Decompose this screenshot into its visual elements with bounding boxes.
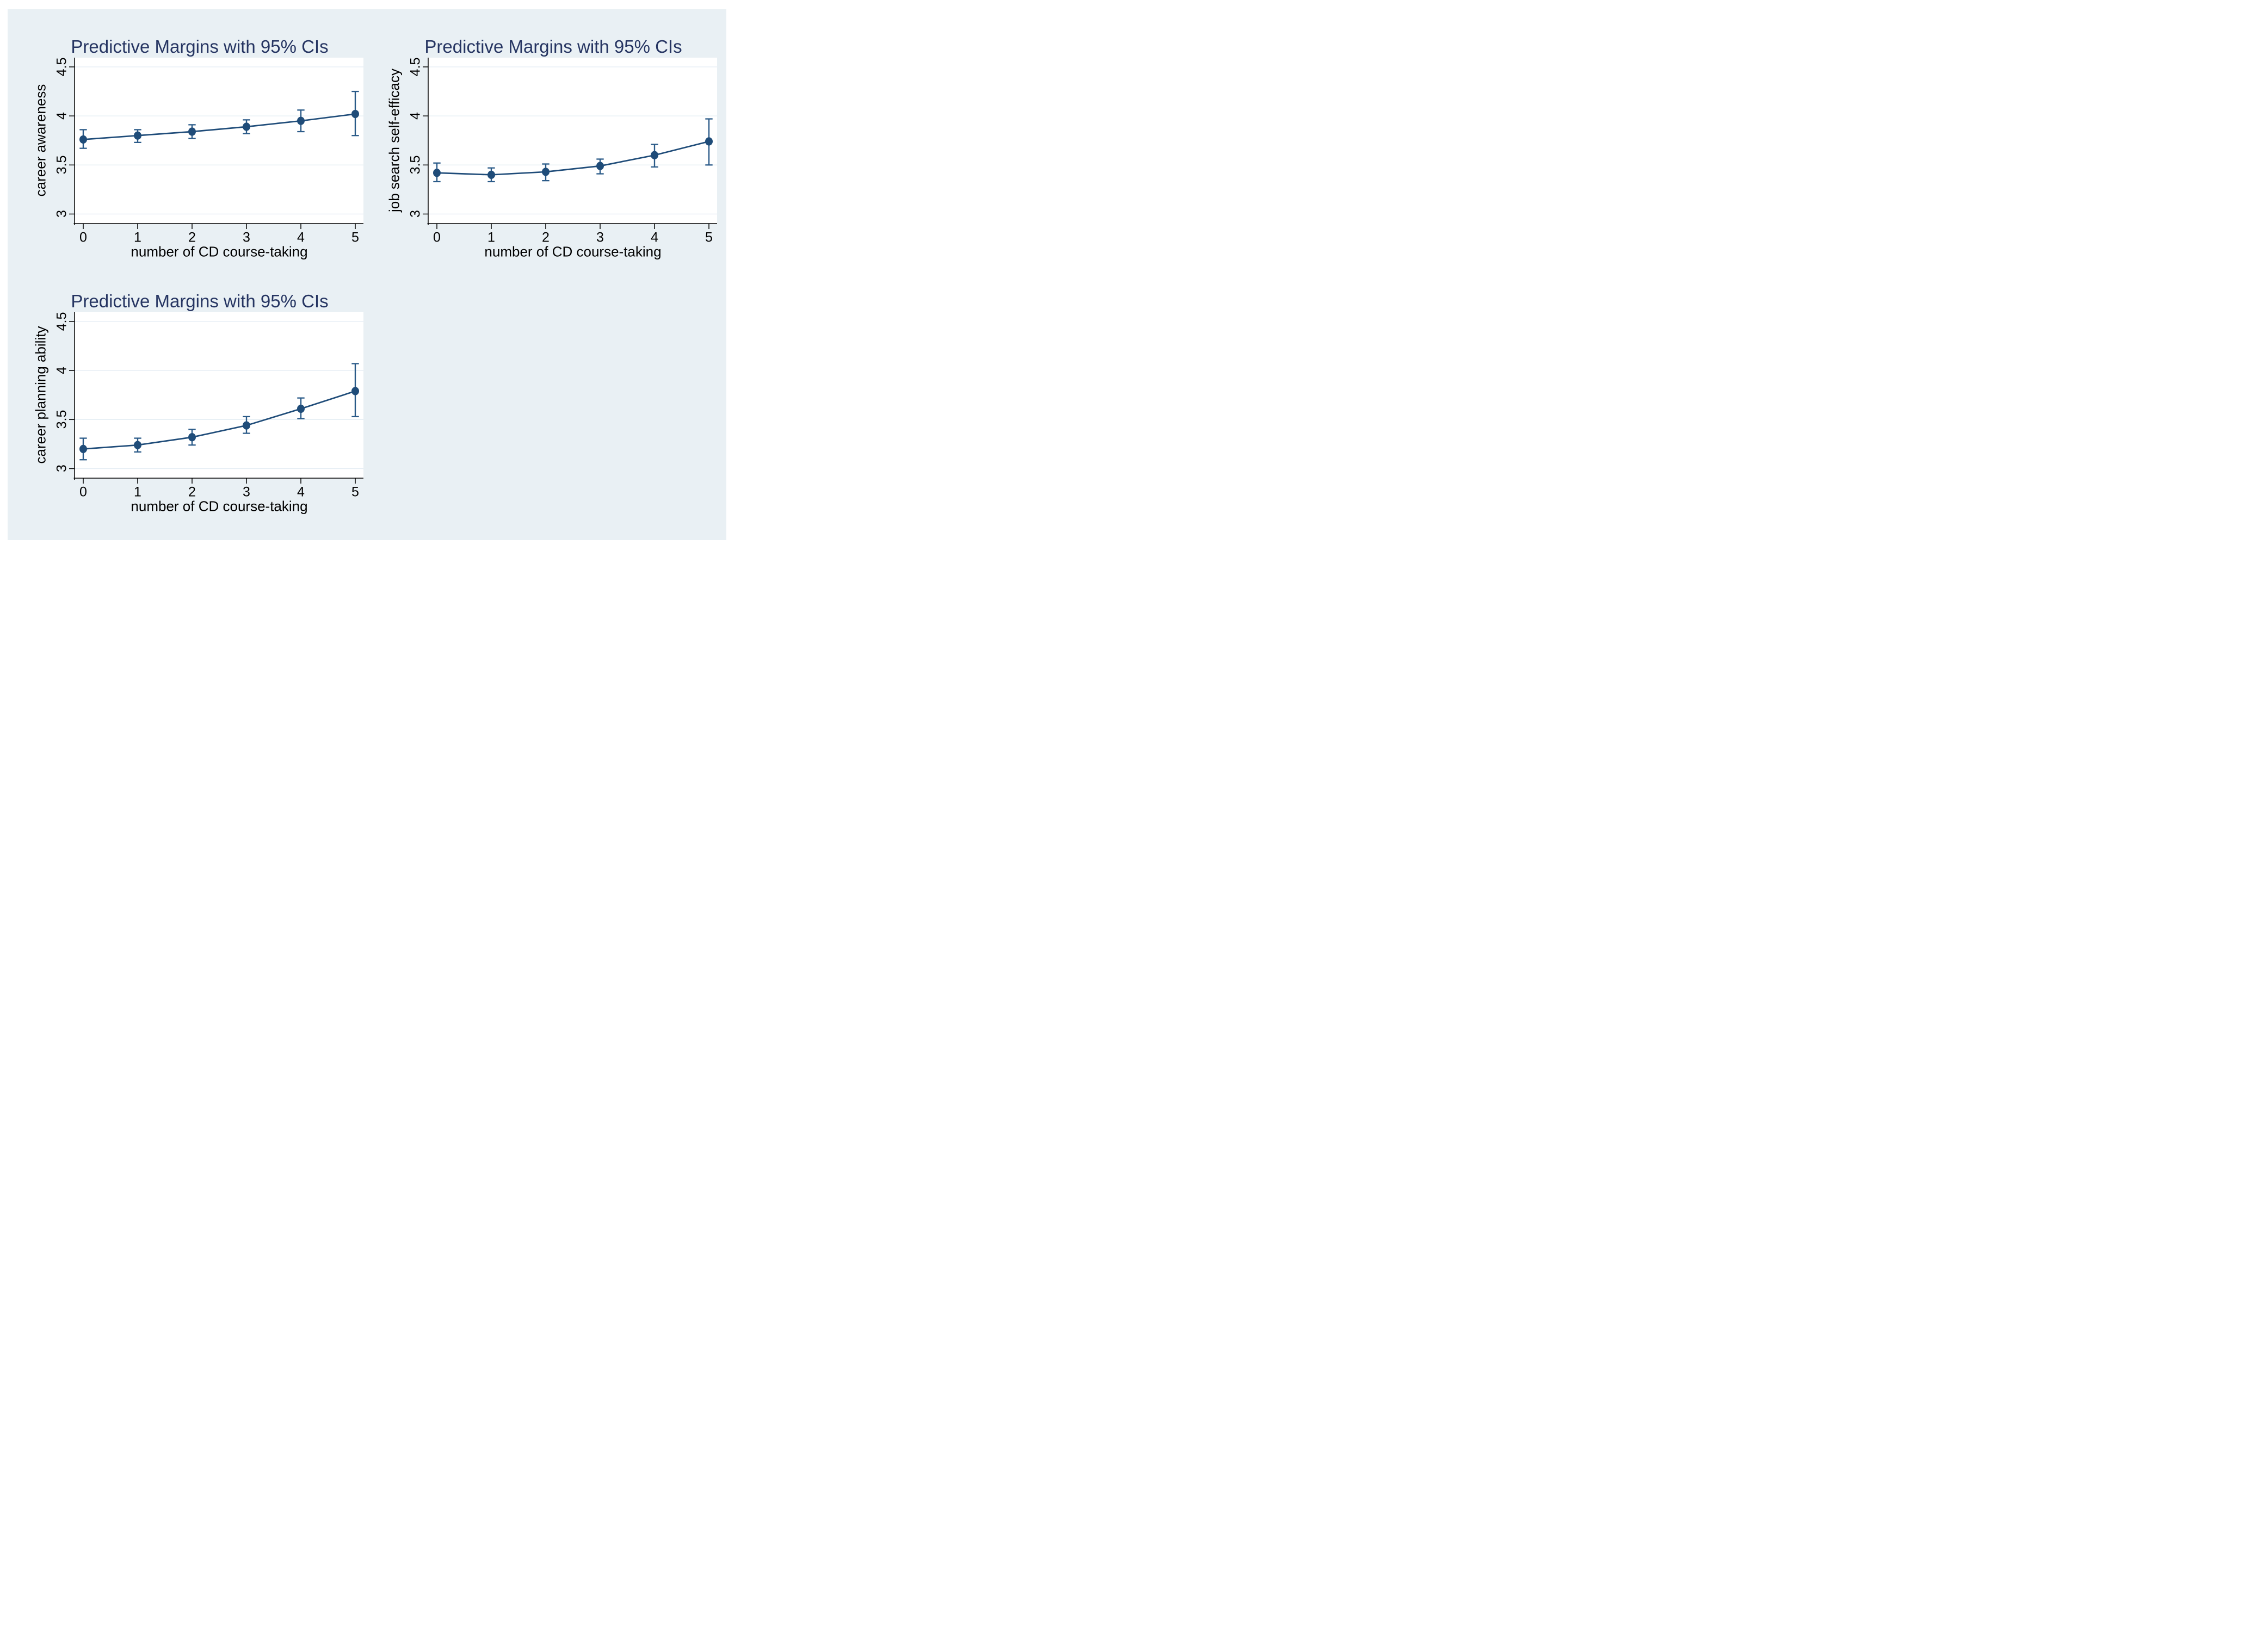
y-tick-label: 3 (54, 465, 70, 473)
data-point-marker (351, 109, 359, 119)
x-tick-label: 3 (596, 230, 604, 245)
series-line (83, 113, 356, 140)
panel-career-planning-ability: Predictive Margins with 95% CIs career p… (30, 290, 367, 516)
data-point-marker (79, 444, 87, 453)
y-tick-label: 3.5 (54, 155, 70, 175)
data-point-marker (351, 387, 359, 395)
x-tick-label: 4 (651, 230, 658, 245)
data-point-marker (542, 168, 550, 176)
x-tick-label: 4 (297, 230, 305, 245)
y-tick-label: 4 (54, 367, 70, 375)
panel-title: Predictive Margins with 95% CIs (71, 36, 329, 57)
data-point-marker (188, 433, 196, 442)
y-tick-label: 3.5 (408, 155, 423, 175)
y-tick-label: 4.5 (54, 312, 70, 331)
y-tick-label: 4 (54, 112, 70, 120)
x-axis-title: number of CD course-taking (131, 243, 308, 260)
y-tick-label: 3 (408, 210, 423, 218)
y-axis-title: career planning ability (32, 326, 49, 464)
x-tick-label: 2 (542, 230, 550, 245)
x-axis-title: number of CD course-taking (484, 243, 662, 260)
data-point-marker (243, 122, 250, 131)
data-point-marker (705, 137, 713, 146)
plot-svg-job-search-self-efficacy (423, 58, 717, 229)
plot-area (75, 312, 363, 478)
graph-canvas: Predictive Margins with 95% CIs career a… (8, 9, 726, 540)
data-point-marker (297, 404, 305, 413)
x-tick-label: 5 (351, 484, 359, 500)
y-tick-label: 4 (408, 112, 423, 120)
data-point-marker (134, 131, 141, 140)
data-point-marker (134, 441, 141, 449)
y-tick-label: 3.5 (54, 410, 70, 429)
x-tick-label: 5 (705, 230, 713, 245)
x-tick-label: 1 (134, 484, 141, 500)
x-tick-label: 1 (134, 230, 141, 245)
data-point-marker (651, 151, 658, 159)
x-tick-label: 4 (297, 484, 305, 500)
x-tick-label: 0 (79, 484, 87, 500)
x-tick-label: 1 (487, 230, 495, 245)
panel-title: Predictive Margins with 95% CIs (71, 291, 329, 311)
plot-area (428, 58, 717, 224)
plot-area (75, 58, 363, 224)
x-tick-label: 2 (188, 484, 196, 500)
x-tick-label: 0 (79, 230, 87, 245)
y-axis-title: career awareness (32, 84, 49, 197)
x-tick-label: 0 (433, 230, 441, 245)
x-tick-label: 2 (188, 230, 196, 245)
plot-svg-career-planning-ability (69, 312, 363, 484)
x-tick-label: 5 (351, 230, 359, 245)
y-tick-label: 4.5 (408, 57, 423, 77)
data-point-marker (487, 170, 495, 179)
y-tick-label: 4.5 (54, 57, 70, 77)
data-point-marker (596, 162, 604, 170)
data-point-marker (297, 116, 305, 125)
series-line (83, 390, 356, 450)
y-tick-label: 3 (54, 210, 70, 218)
data-point-marker (433, 169, 441, 177)
x-axis-title: number of CD course-taking (131, 498, 308, 515)
data-point-marker (79, 135, 87, 144)
x-tick-label: 3 (243, 484, 250, 500)
data-point-marker (243, 421, 250, 430)
plot-svg-career-awareness (69, 58, 363, 229)
y-axis-title: job search self-efficacy (386, 69, 403, 212)
x-tick-label: 3 (243, 230, 250, 245)
panel-title: Predictive Margins with 95% CIs (424, 36, 682, 57)
stata-graph-page: Predictive Margins with 95% CIs career a… (0, 0, 751, 550)
data-point-marker (188, 127, 196, 136)
panel-career-awareness: Predictive Margins with 95% CIs career a… (30, 36, 367, 261)
panel-job-search-self-efficacy: Predictive Margins with 95% CIs job sear… (384, 36, 721, 261)
series-line (436, 140, 709, 176)
